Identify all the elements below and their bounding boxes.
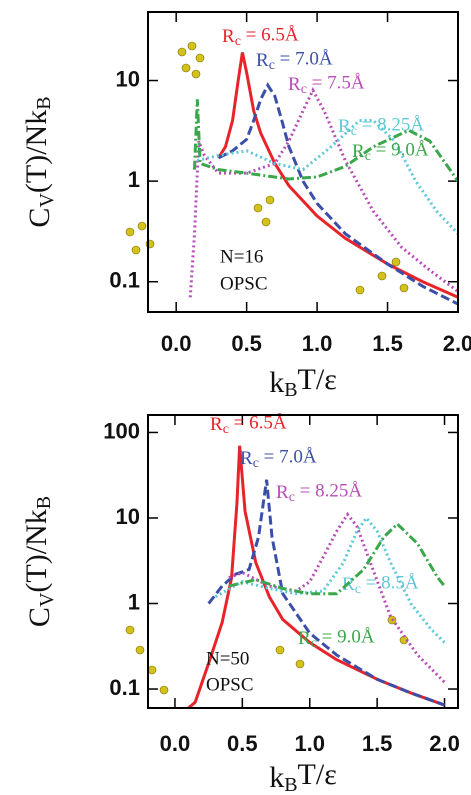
series-label: Rc = 7.0Å (240, 447, 317, 472)
series-label-part: R (276, 482, 289, 503)
y-tick-label: 100 (103, 418, 140, 443)
series-label-part: R (338, 116, 351, 137)
series-label: Rc = 6.5Å (210, 413, 287, 438)
y-axis-label-part: C (23, 607, 56, 627)
x-tick-label: 1.0 (302, 331, 333, 356)
series-label-part: = 7.0Å (259, 447, 317, 468)
y-tick-label: 0.1 (109, 268, 140, 293)
series-line (187, 445, 446, 708)
series-label-part: c (355, 582, 361, 597)
x-axis-label: kBT/ε (269, 363, 337, 401)
series-label-part: = 7.5Å (307, 73, 365, 94)
series-label-part: c (289, 490, 295, 505)
x-tick-label: 0.5 (231, 331, 262, 356)
x-axis-label-part: B (284, 774, 297, 795)
x-tick-label: 1.0 (294, 731, 325, 756)
series-label-part: c (301, 82, 307, 97)
series-label-part: c (253, 456, 259, 471)
annotation: OPSC (220, 273, 268, 294)
series-label: Rc = 7.5Å (288, 73, 365, 98)
series-label-part: = 7.0Å (275, 49, 333, 70)
series-label-part: c (351, 124, 357, 139)
series-label-part: = 8.5Å (361, 573, 419, 594)
y-axis-label-part: B (33, 496, 55, 509)
series-line (207, 479, 446, 707)
series-label-part: = 6.5Å (241, 25, 299, 46)
x-tick-label: 2.0 (443, 331, 471, 356)
series-line (196, 119, 458, 235)
series-label-part: R (222, 26, 235, 47)
x-tick-label: 1.5 (372, 331, 403, 356)
y-axis-label: CV(T)/NkB (20, 96, 58, 227)
series-label: Rc = 6.5Å (222, 25, 299, 50)
series-label-part: = 9.0Å (317, 627, 375, 648)
series-label: Rc = 7.0Å (256, 49, 333, 74)
series-label: Rc = 9.0Å (352, 140, 429, 165)
series-label-part: R (256, 50, 269, 71)
x-tick-label: 2.0 (429, 731, 460, 756)
series-label-part: R (288, 74, 301, 95)
series-label-part: = 8.25Å (295, 481, 362, 502)
series-label-part: = 6.5Å (229, 413, 287, 434)
series-label-part: = 9.0Å (371, 140, 429, 161)
annotation: N=16 (220, 246, 263, 267)
x-tick-label: 1.5 (362, 731, 393, 756)
series-label-part: R (352, 141, 365, 162)
x-tick-label: 0.5 (227, 731, 258, 756)
annotation: N=50 (206, 648, 249, 669)
series-label: Rc = 8.5Å (342, 573, 419, 598)
series-line (228, 511, 446, 684)
y-axis-label-part: (T)/Nk (20, 509, 53, 592)
x-tick-label: 0.0 (160, 731, 191, 756)
series-label-part: R (240, 448, 253, 469)
series-label-part: c (311, 636, 317, 651)
series-line (228, 521, 446, 596)
y-axis-label-part: B (33, 96, 55, 109)
series-label-part: R (298, 628, 311, 649)
series-label: Rc = 9.0Å (298, 627, 375, 652)
y-tick-label: 1 (128, 167, 140, 192)
x-axis-label-part: T/ε (298, 758, 337, 791)
series-label-part: c (223, 422, 229, 437)
series-line (217, 82, 458, 306)
x-axis-label-part: B (284, 379, 297, 401)
y-axis-label: CV(T)/NkB (20, 496, 58, 627)
series-label-part: c (235, 34, 241, 49)
molecule-icons (125, 41, 409, 695)
series-label-part: = 8.25Å (357, 115, 424, 136)
y-tick-label: 1 (128, 589, 140, 614)
series-line (217, 52, 458, 299)
plot-frame (147, 11, 459, 313)
y-axis-label-part: V (36, 193, 58, 208)
x-axis-label-part: k (269, 366, 284, 399)
series-line (193, 99, 458, 182)
y-axis-label-part: V (36, 592, 58, 607)
series-line (214, 515, 446, 644)
annotation: OPSC (206, 674, 254, 695)
y-tick-label: 0.1 (109, 675, 140, 700)
y-axis-label-part: C (23, 208, 56, 228)
y-tick-label: 10 (116, 504, 140, 529)
y-axis-label-part: (T)/Nk (20, 110, 53, 193)
y-tick-label: 10 (116, 66, 140, 91)
series-label-part: R (210, 414, 223, 435)
x-axis-label-part: k (269, 761, 284, 794)
x-tick-label: 0.0 (161, 331, 192, 356)
x-axis-label-part: T/ε (298, 363, 337, 396)
series-line (188, 86, 458, 298)
series-label: Rc = 8.25Å (338, 115, 424, 140)
plot-frame (147, 414, 459, 709)
x-axis-label: kBT/ε (269, 758, 337, 795)
series-label-part: c (365, 149, 371, 164)
series-label: Rc = 8.25Å (276, 481, 362, 506)
series-label-part: c (269, 58, 275, 73)
